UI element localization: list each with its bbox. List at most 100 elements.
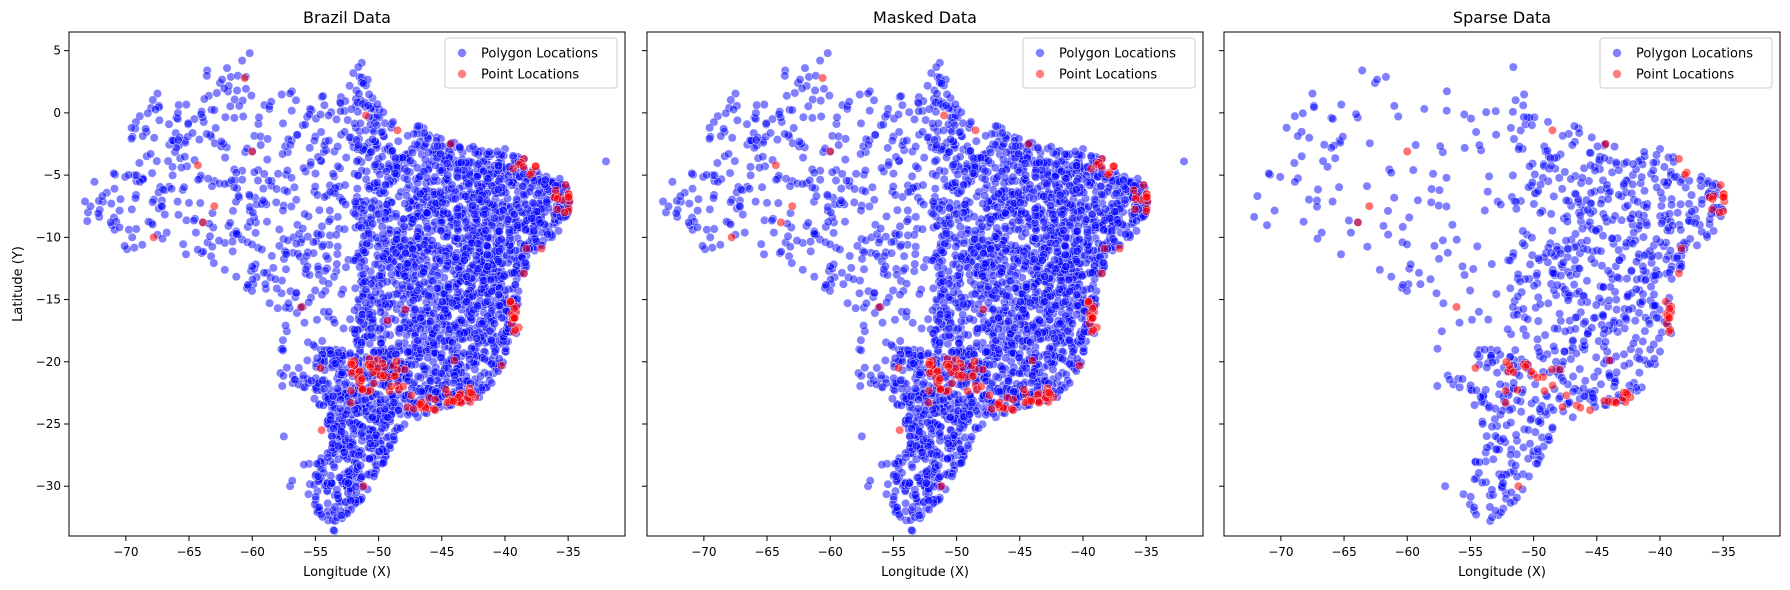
polygon-location-point <box>363 100 373 110</box>
polygon-location-point <box>311 169 320 179</box>
polygon-location-point <box>419 277 429 287</box>
polygon-location-point <box>231 168 241 178</box>
polygon-location-point <box>746 162 755 172</box>
polygon-location-point <box>146 149 156 159</box>
point-location-point <box>357 374 367 384</box>
polygon-location-point <box>486 275 496 284</box>
polygon-location-point <box>259 268 269 278</box>
polygon-location-point <box>328 424 338 434</box>
polygon-location-point <box>392 235 401 244</box>
polygon-location-point <box>855 288 864 298</box>
polygon-location-point <box>416 313 426 322</box>
polygon-location-point <box>436 368 446 378</box>
polygon-location-point <box>325 206 335 215</box>
polygon-location-point <box>234 101 244 111</box>
point-location-point <box>519 162 529 172</box>
polygon-location-point <box>427 236 437 246</box>
polygon-location-point <box>380 394 390 404</box>
polygon-location-point <box>403 131 413 141</box>
polygon-location-point <box>258 195 268 205</box>
polygon-location-point <box>189 216 199 225</box>
polygon-location-point <box>282 187 292 196</box>
polygon-location-point <box>299 460 309 470</box>
polygon-location-point <box>911 242 921 252</box>
polygon-location-point <box>179 182 189 192</box>
polygon-location-point <box>372 120 382 130</box>
polygon-location-point <box>509 210 519 219</box>
polygon-location-point <box>376 307 386 317</box>
polygon-location-point <box>366 323 376 333</box>
x-tick-label: −55 <box>303 545 328 559</box>
polygon-location-point <box>245 217 255 227</box>
polygon-location-point <box>220 265 230 275</box>
polygon-location-point <box>318 400 328 410</box>
polygon-location-point <box>82 216 92 226</box>
polygon-location-point <box>148 95 158 105</box>
polygon-location-point <box>348 68 358 78</box>
polygon-location-point <box>137 240 147 250</box>
polygon-location-point <box>380 404 390 414</box>
polygon-location-point <box>256 140 266 150</box>
polygon-location-point <box>401 249 411 258</box>
polygon-location-point <box>408 215 418 224</box>
polygon-location-point <box>308 237 318 247</box>
polygon-location-point <box>725 168 735 178</box>
polygon-location-point <box>780 71 790 81</box>
polygon-location-point <box>330 318 340 328</box>
polygon-location-point <box>494 256 504 266</box>
polygon-location-point <box>823 48 833 58</box>
polygon-location-point <box>422 173 432 183</box>
polygon-location-point <box>383 413 393 422</box>
y-tick-label: 0 <box>53 106 61 120</box>
polygon-location-point <box>174 100 184 110</box>
polygon-location-point <box>352 184 362 194</box>
polygon-location-point <box>304 297 314 307</box>
polygon-location-point <box>431 160 441 170</box>
polygon-location-point <box>332 114 341 124</box>
polygon-location-point <box>468 201 478 210</box>
polygon-location-point <box>473 264 483 274</box>
polygon-location-point <box>328 169 338 179</box>
polygon-location-point <box>405 282 415 292</box>
polygon-location-point <box>271 197 281 207</box>
polygon-location-point <box>282 363 292 373</box>
polygon-location-point <box>400 199 410 209</box>
polygon-location-point <box>324 111 333 120</box>
polygon-location-point <box>432 283 442 293</box>
polygon-location-point <box>330 502 340 512</box>
polygon-location-point <box>171 143 181 153</box>
polygon-location-point <box>1033 143 1043 152</box>
polygon-location-point <box>800 63 810 73</box>
polygon-location-point <box>259 169 269 179</box>
polygon-location-point <box>234 191 243 201</box>
polygon-location-point <box>377 152 387 162</box>
polygon-location-point <box>278 118 288 128</box>
polygon-location-point <box>480 354 490 364</box>
point-location-point <box>392 356 402 366</box>
polygon-location-point <box>422 303 432 313</box>
polygon-location-point <box>334 348 344 357</box>
polygon-location-point <box>273 303 283 313</box>
polygon-location-point <box>282 166 292 176</box>
polygon-location-point <box>782 91 792 101</box>
polygon-location-point <box>410 305 420 315</box>
polygon-location-point <box>456 158 466 167</box>
polygon-location-point <box>343 478 353 488</box>
polygon-location-point <box>332 249 342 259</box>
polygon-location-point <box>272 284 282 293</box>
polygon-location-point <box>231 229 241 239</box>
polygon-location-point <box>230 95 240 104</box>
polygon-location-point <box>479 209 489 219</box>
polygon-location-point <box>721 108 731 118</box>
polygon-location-point <box>244 190 254 200</box>
polygon-location-point <box>542 197 552 207</box>
polygon-location-point <box>374 209 384 219</box>
polygon-location-point <box>356 461 366 470</box>
polygon-location-point <box>372 178 382 187</box>
polygon-location-point <box>437 198 447 208</box>
polygon-location-point <box>340 224 349 234</box>
polygon-location-point <box>366 147 376 157</box>
polygon-location-point <box>776 247 786 257</box>
polygon-location-point <box>895 221 905 231</box>
polygon-location-point <box>705 232 715 242</box>
